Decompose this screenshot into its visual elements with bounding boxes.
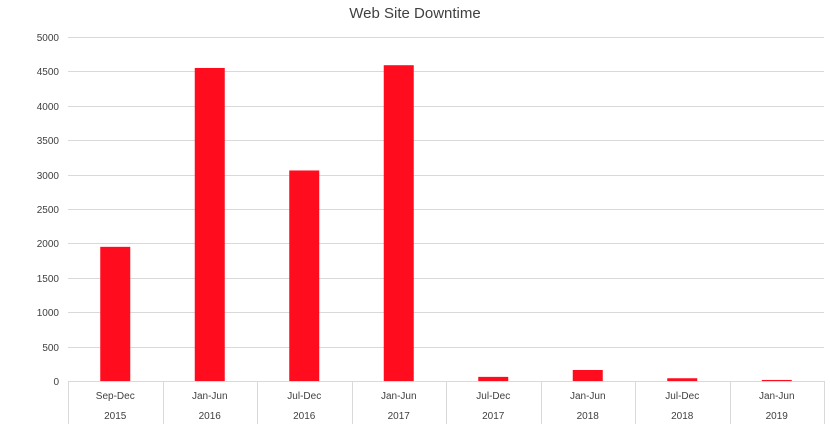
x-tick-label-period: Jan-Jun — [570, 391, 606, 402]
x-tick-label-period: Jul-Dec — [476, 391, 510, 402]
y-axis-ticks: 0 500 1000 1500 2000 2500 3000 3500 4000 4500 5000 — [37, 33, 60, 388]
y-tick-label: 1500 — [37, 274, 60, 285]
bars — [100, 65, 792, 382]
x-tick-label-year: 2019 — [766, 411, 789, 422]
y-tick-label: 5000 — [37, 33, 60, 44]
gridlines — [68, 37, 824, 348]
bar — [478, 376, 509, 381]
chart-title: Web Site Downtime — [349, 5, 481, 22]
x-tick-label-period: Jan-Jun — [192, 391, 228, 402]
bar — [667, 378, 698, 381]
x-tick-label-year: 2018 — [577, 411, 600, 422]
x-tick-label-year: 2015 — [104, 411, 127, 422]
y-tick-label: 2000 — [37, 239, 60, 250]
bar — [100, 246, 131, 381]
y-tick-label: 1000 — [37, 308, 60, 319]
x-tick-label-year: 2016 — [293, 411, 316, 422]
x-tick-label-year: 2017 — [482, 411, 505, 422]
x-tick-label-year: 2017 — [388, 411, 411, 422]
x-tick-label-period: Jul-Dec — [287, 391, 321, 402]
bar — [761, 379, 792, 381]
bar — [572, 369, 603, 381]
x-tick-label-period: Sep-Dec — [96, 391, 135, 402]
y-tick-label: 2500 — [37, 205, 60, 216]
bar — [383, 65, 414, 381]
y-tick-label: 4000 — [37, 102, 60, 113]
x-tick-label-year: 2018 — [671, 411, 694, 422]
bar — [194, 67, 225, 382]
x-tick-label-period: Jan-Jun — [759, 391, 795, 402]
y-tick-label: 3500 — [37, 136, 60, 147]
y-tick-label: 500 — [42, 343, 59, 354]
x-tick-label-period: Jan-Jun — [381, 391, 417, 402]
bar — [289, 170, 320, 381]
x-tick-label-period: Jul-Dec — [665, 391, 699, 402]
x-tick-label-year: 2016 — [199, 411, 222, 422]
y-tick-label: 0 — [53, 377, 59, 388]
y-tick-label: 4500 — [37, 67, 60, 78]
x-axis: Sep-Dec 2015 Jan-Jun 2016 Jul-Dec 2016 Jan-Jun… — [68, 381, 825, 424]
y-tick-label: 3000 — [37, 171, 60, 182]
